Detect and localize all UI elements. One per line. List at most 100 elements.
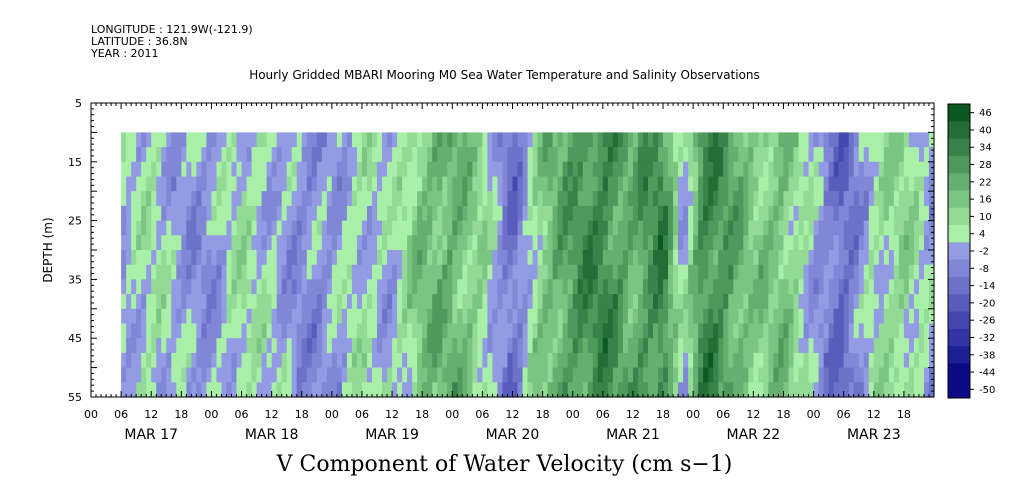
heatmap-cell	[151, 147, 157, 163]
heatmap-cell	[402, 352, 408, 369]
heatmap-cell	[688, 235, 694, 251]
heatmap-cell	[607, 132, 614, 148]
heatmap-cell	[442, 323, 448, 339]
heatmap-cell	[346, 220, 353, 236]
heatmap-cell	[693, 147, 699, 163]
heatmap-cell	[437, 250, 443, 266]
heatmap-cell	[146, 250, 152, 266]
heatmap-cell	[833, 220, 840, 236]
heatmap-cell	[321, 205, 328, 222]
heatmap-cell	[908, 176, 915, 192]
heatmap-cell	[547, 294, 554, 310]
heatmap-cell	[502, 161, 509, 178]
heatmap-cell	[341, 382, 348, 398]
heatmap-cell	[136, 367, 142, 383]
heatmap-cell	[883, 191, 890, 207]
heatmap-cell	[296, 161, 303, 178]
heatmap-cell	[457, 279, 463, 295]
heatmap-cell	[828, 235, 835, 251]
heatmap-cell	[126, 191, 132, 207]
heatmap-cell	[377, 161, 383, 178]
heatmap-cell	[457, 220, 463, 236]
heatmap-cell	[627, 147, 634, 163]
heatmap-cell	[151, 352, 157, 369]
heatmap-cell	[552, 264, 559, 280]
heatmap-cell	[627, 279, 634, 295]
heatmap-cell	[718, 308, 724, 325]
heatmap-cell	[793, 220, 800, 236]
heatmap-cell	[281, 220, 288, 236]
heatmap-cell	[693, 235, 699, 251]
heatmap-cell	[928, 176, 935, 192]
heatmap-cell	[587, 161, 594, 178]
heatmap-cell	[577, 352, 584, 369]
heatmap-cell	[296, 220, 303, 236]
heatmap-cell	[136, 250, 142, 266]
heatmap-cell	[537, 191, 544, 207]
heatmap-cell	[858, 367, 865, 383]
heatmap-cell	[131, 191, 137, 207]
heatmap-cell	[703, 264, 709, 280]
heatmap-cell	[743, 367, 749, 383]
heatmap-cell	[883, 367, 890, 383]
colorbar-label: -50	[979, 385, 995, 396]
heatmap-cell	[713, 382, 719, 398]
heatmap-cell	[407, 220, 413, 236]
colorbar-swatch	[948, 225, 970, 243]
heatmap-cell	[642, 220, 649, 236]
heatmap-cell	[753, 132, 759, 148]
heatmap-cell	[627, 382, 634, 398]
heatmap-cell	[442, 294, 448, 310]
heatmap-cell	[557, 250, 564, 266]
heatmap-cell	[668, 279, 674, 295]
heatmap-cell	[783, 220, 790, 236]
heatmap-cell	[758, 250, 764, 266]
colorbar-label: -32	[979, 333, 995, 344]
heatmap-cell	[166, 382, 172, 398]
colorbar-swatch	[948, 190, 970, 209]
heatmap-cell	[527, 250, 534, 266]
heatmap-cell	[266, 308, 273, 325]
heatmap-cell	[392, 338, 398, 354]
heatmap-cell	[923, 132, 930, 148]
heatmap-cell	[361, 147, 368, 163]
heatmap-cell	[873, 176, 880, 192]
heatmap-cell	[703, 220, 709, 236]
heatmap-cell	[813, 382, 820, 398]
heatmap-cell	[793, 250, 800, 266]
heatmap-cell	[577, 294, 584, 310]
heatmap-cell	[151, 367, 157, 383]
heatmap-cell	[136, 235, 142, 251]
heatmap-cell	[156, 338, 162, 354]
heatmap-cell	[748, 264, 754, 280]
x-date-label: MAR 19	[365, 427, 419, 443]
heatmap-cell	[417, 264, 423, 280]
heatmap-cell	[703, 161, 709, 178]
heatmap-cell	[301, 161, 308, 178]
heatmap-cell	[206, 382, 213, 398]
heatmap-cell	[477, 191, 483, 207]
heatmap-cell	[738, 147, 744, 163]
heatmap-cell	[903, 279, 910, 295]
heatmap-cell	[928, 308, 935, 325]
heatmap-cell	[241, 264, 248, 280]
heatmap-cell	[286, 352, 293, 369]
heatmap-cell	[888, 205, 895, 222]
colorbar-label: -38	[979, 350, 995, 361]
heatmap-cell	[612, 176, 619, 192]
heatmap-cell	[261, 352, 268, 369]
heatmap-cell	[326, 235, 333, 251]
heatmap-cell	[321, 308, 328, 325]
heatmap-cell	[542, 176, 549, 192]
heatmap-cell	[592, 279, 599, 295]
heatmap-cell	[136, 308, 142, 325]
heatmap-cell	[728, 191, 734, 207]
heatmap-cell	[718, 264, 724, 280]
heatmap-cell	[698, 250, 704, 266]
heatmap-cell	[773, 352, 780, 369]
heatmap-cell	[843, 132, 850, 148]
heatmap-cell	[236, 220, 243, 236]
heatmap-cell	[728, 382, 734, 398]
heatmap-cell	[758, 367, 764, 383]
heatmap-cell	[612, 338, 619, 354]
